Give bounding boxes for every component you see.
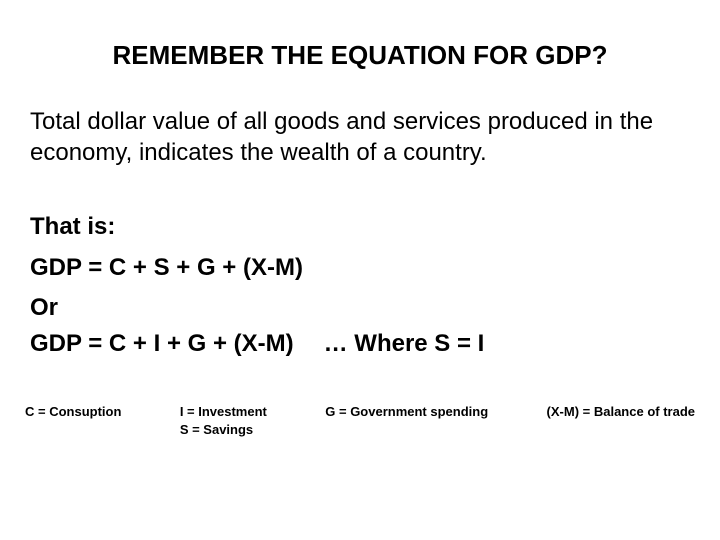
legend-g: G = Government spending (325, 403, 488, 421)
equation-or: Or (30, 289, 700, 327)
legend-col-g: G = Government spending (325, 403, 488, 421)
gdp-description: Total dollar value of all goods and serv… (20, 106, 700, 168)
legend-col-c: C = Consuption (25, 403, 121, 421)
equation-where: … Where S = I (324, 330, 485, 358)
legend-s: S = Savings (180, 421, 267, 439)
equation-line-1: GDP = C + S + G + (X-M) (30, 249, 700, 287)
equation-intro: That is: (30, 208, 700, 246)
legend-xm: (X-M) = Balance of trade (547, 403, 695, 421)
equation-block: That is: GDP = C + S + G + (X-M) Or GDP … (20, 208, 700, 357)
legend-i: I = Investment (180, 403, 267, 421)
legend-row: C = Consuption I = Investment S = Saving… (20, 403, 700, 439)
equation-line-2-row: GDP = C + I + G + (X-M) … Where S = I (30, 330, 700, 358)
legend-col-is: I = Investment S = Savings (180, 403, 267, 439)
legend-c: C = Consuption (25, 403, 121, 421)
legend-col-xm: (X-M) = Balance of trade (547, 403, 695, 421)
slide-title: REMEMBER THE EQUATION FOR GDP? (20, 40, 700, 71)
equation-line-2: GDP = C + I + G + (X-M) (30, 330, 294, 358)
